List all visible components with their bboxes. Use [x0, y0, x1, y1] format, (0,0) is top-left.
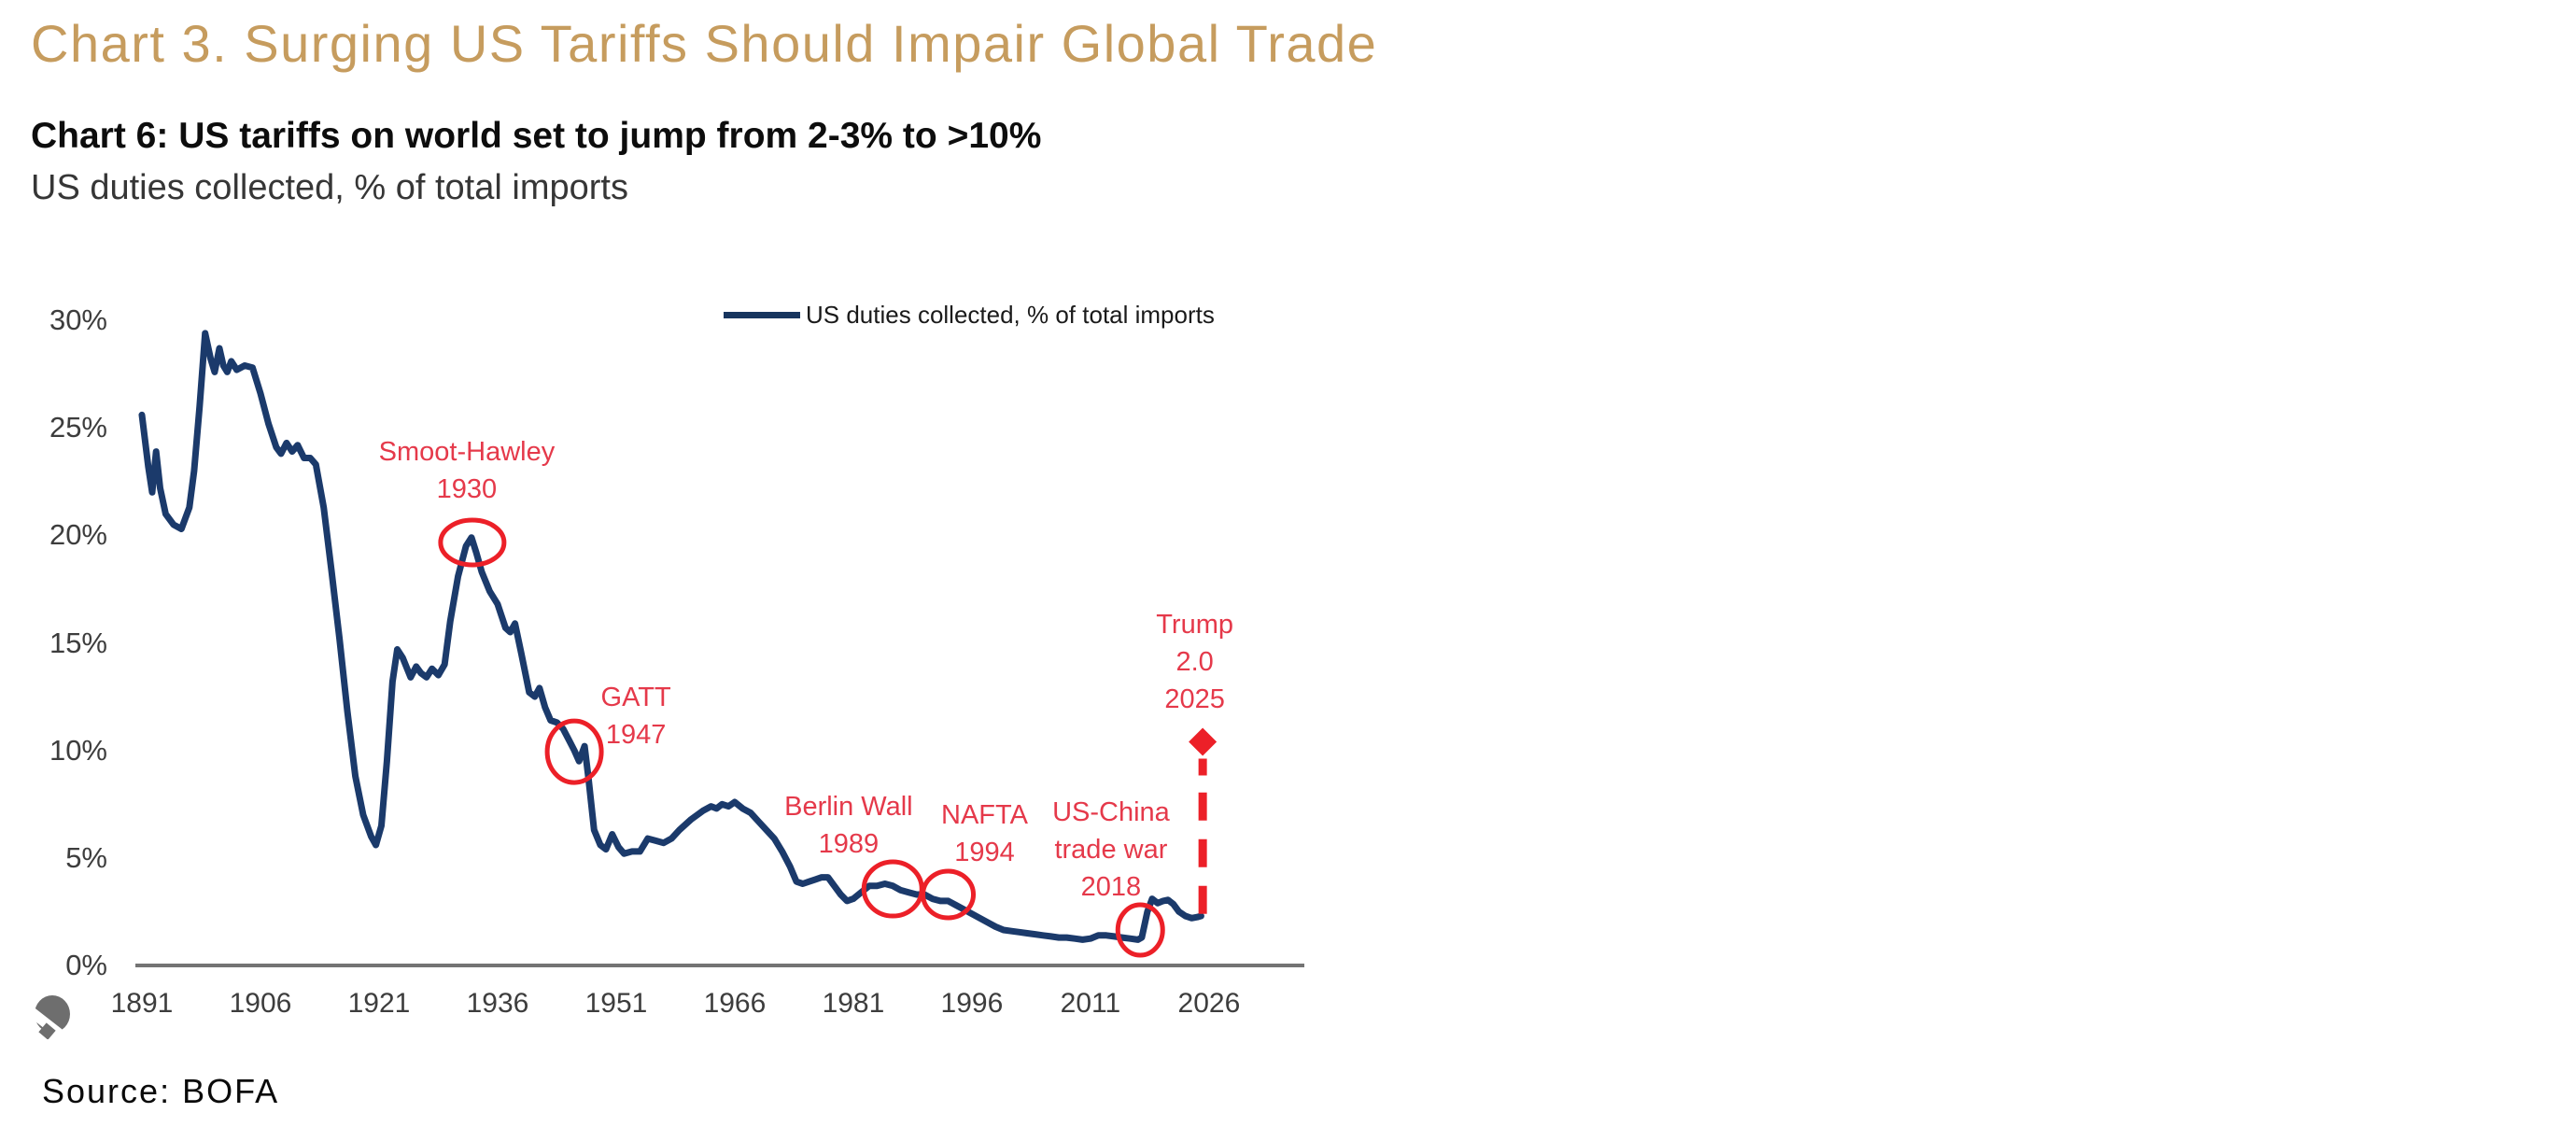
- x-tick-1921: 1921: [347, 988, 411, 1019]
- annotation-trump-line: Trump: [1156, 609, 1234, 640]
- annotation-nafta: NAFTA 1994: [941, 796, 1028, 871]
- annotation-us-china: US-China trade war 2018: [1052, 794, 1170, 906]
- y-tick-5: 5%: [65, 840, 107, 874]
- x-tick-1966: 1966: [703, 988, 767, 1019]
- x-tick-1891: 1891: [110, 988, 174, 1019]
- source-note: Source: BOFA: [42, 1072, 280, 1110]
- y-tick-15: 15%: [49, 626, 107, 659]
- y-tick-20: 20%: [49, 518, 107, 552]
- annotation-trump: Trump 2.0 2025: [1156, 606, 1233, 718]
- annotation-berlin-wall-line: Berlin Wall: [784, 791, 913, 822]
- event-circle-nafta: [921, 868, 977, 921]
- annotation-berlin-wall: Berlin Wall 1989: [784, 788, 913, 863]
- chart-heading: Chart 6: US tariffs on world set to jump…: [31, 116, 1042, 156]
- annotation-smoot-hawley: Smoot-Hawley 1930: [379, 433, 556, 508]
- y-tick-30: 30%: [49, 303, 107, 337]
- y-tick-10: 10%: [49, 733, 107, 767]
- annotation-nafta-line: NAFTA: [941, 799, 1028, 830]
- page-title: Chart 3. Surging US Tariffs Should Impai…: [31, 14, 1378, 73]
- watermark-logo: [34, 994, 73, 1039]
- x-tick-2011: 2011: [1060, 988, 1121, 1019]
- annotation-us-china-line: trade war: [1054, 835, 1168, 866]
- annotation-nafta-line: 1994: [954, 837, 1015, 867]
- x-tick-1951: 1951: [584, 988, 648, 1019]
- annotation-trump-line: 2.0: [1175, 646, 1214, 677]
- legend-label: US duties collected, % of total imports: [806, 301, 1215, 329]
- annotation-us-china-line: 2018: [1080, 872, 1142, 903]
- annotation-trump-line: 2025: [1164, 683, 1225, 714]
- x-tick-1936: 1936: [466, 988, 529, 1019]
- annotation-berlin-wall-line: 1989: [818, 828, 880, 859]
- x-tick-2026: 2026: [1177, 988, 1241, 1019]
- annotation-us-china-line: US-China: [1052, 797, 1170, 828]
- chart-subheading: US duties collected, % of total imports: [31, 168, 628, 207]
- annotation-gatt-line: 1947: [605, 720, 667, 751]
- annotation-gatt-line: GATT: [600, 683, 671, 713]
- legend-line-swatch: [724, 312, 800, 318]
- event-circle-smoot-hawley: [438, 517, 507, 568]
- series-us-duties-line: [138, 330, 1204, 943]
- y-tick-25: 25%: [49, 411, 107, 444]
- arrow-head-diamond: [1189, 727, 1218, 756]
- annotation-smoot-hawley-line: 1930: [436, 473, 498, 504]
- x-tick-1996: 1996: [940, 988, 1004, 1019]
- x-tick-1906: 1906: [229, 988, 292, 1019]
- event-circle-gatt: [544, 718, 604, 785]
- annotation-gatt: GATT 1947: [601, 679, 671, 754]
- event-circle-us-china: [1115, 902, 1165, 958]
- x-tick-1981: 1981: [822, 988, 885, 1019]
- y-tick-0: 0%: [65, 949, 107, 981]
- annotation-smoot-hawley-line: Smoot-Hawley: [378, 436, 556, 467]
